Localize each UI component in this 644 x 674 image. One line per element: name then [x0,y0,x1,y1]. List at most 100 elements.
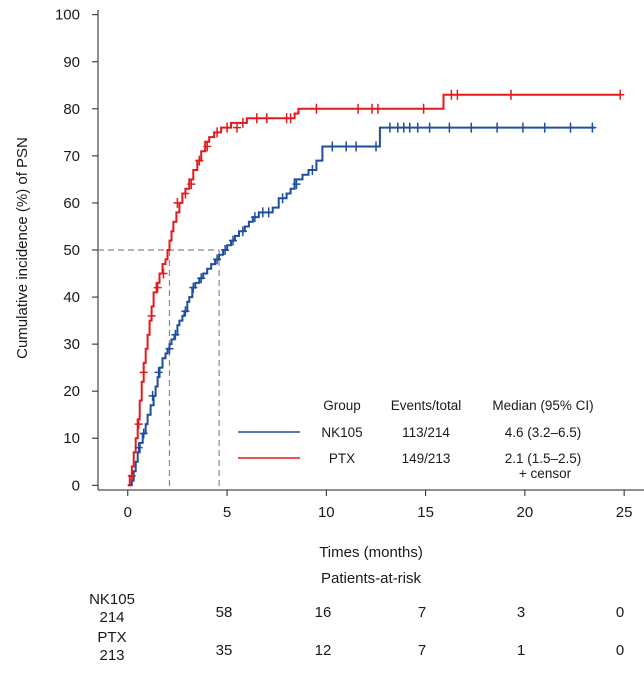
censor-mark-nk105-28 [425,122,434,133]
legend-header-median: Median (95% CI) [492,398,593,413]
y-tick-label-30: 30 [63,336,80,353]
censor-mark-nk105-17 [292,179,301,190]
legend-events-ptx: 149/213 [402,451,451,466]
legend-censor-note: + censor [519,466,572,481]
censor-mark-ptx-3 [147,310,156,321]
y-tick-label-40: 40 [63,289,80,306]
legend-median-ptx: 2.1 (1.5–2.5) [505,451,582,466]
censor-mark-nk105-33 [540,122,549,133]
risk-row-name-ptx: PTX [97,629,126,646]
risk-table: Patients-at-risk NK105 214 58 16 7 3 0 P… [89,570,624,664]
risk-nk105-15: 7 [418,604,426,621]
censor-mark-nk105-10 [221,245,230,255]
x-axis-label: Times (months) [319,544,423,561]
y-tick-label-60: 60 [63,195,80,212]
risk-ptx-20: 1 [517,642,525,659]
censor-mark-nk105-1 [139,428,148,439]
censor-mark-ptx-4 [153,282,162,293]
legend-group-nk105: NK105 [321,425,362,440]
censor-mark-nk105-11 [229,235,237,246]
censor-mark-nk105-27 [413,122,422,133]
censor-mark-ptx-25 [453,89,462,100]
censor-mark-nk105-21 [352,141,361,152]
censor-mark-ptx-15 [252,113,261,124]
risk-ptx-25: 0 [616,642,624,659]
censor-mark-ptx-6 [173,197,182,208]
censor-mark-nk105-31 [493,122,502,133]
y-tick-label-50: 50 [63,242,80,259]
legend: Group Events/total Median (95% CI) NK105… [238,398,594,481]
censor-mark-nk105-15 [264,207,273,218]
censor-mark-nk105-3 [154,367,163,378]
risk-row-baseline-nk105: 214 [99,609,124,626]
censor-mark-nk105-4 [165,343,174,354]
censor-mark-nk105-7 [189,282,198,293]
censor-mark-nk105-13 [250,212,259,223]
censor-mark-ptx-22 [373,103,382,114]
x-tick-label-15: 15 [417,504,434,521]
censor-mark-nk105-9 [213,254,222,265]
censor-mark-nk105-18 [308,165,317,175]
censor-mark-nk105-5 [171,329,180,340]
censor-mark-ptx-14 [238,117,247,128]
censor-mark-nk105-32 [518,122,527,133]
censor-mark-ptx-5 [159,268,168,279]
legend-median-nk105: 4.6 (3.2–6.5) [505,425,582,440]
censor-mark-nk105-6 [181,306,190,317]
y-tick-label-0: 0 [72,477,80,494]
censor-mark-nk105-29 [445,122,454,133]
censor-mark-nk105-8 [197,273,206,284]
axes: 0 10 20 30 40 50 60 70 80 90 100 0 5 10 15 20 25 [55,7,644,521]
y-axis-label: Cumulative incidence (%) of PSN [14,137,31,359]
censor-mark-ptx-7 [181,188,190,199]
censor-mark-nk105-23 [385,122,394,133]
censor-mark-nk105-2 [148,390,157,401]
censor-mark-ptx-27 [616,89,625,100]
censor-mark-ptx-18 [286,113,295,124]
censor-mark-ptx-8 [187,179,196,190]
censor-mark-nk105-16 [278,193,287,204]
censor-mark-ptx-20 [354,103,363,114]
y-tick-label-10: 10 [63,430,80,447]
censor-mark-ptx-11 [213,127,222,138]
median-guides [98,249,220,490]
risk-nk105-20: 3 [517,604,525,621]
censor-mark-nk105-0 [134,442,143,453]
risk-ptx-10: 12 [315,642,332,659]
y-tick-label-100: 100 [55,7,80,24]
risk-nk105-10: 16 [315,604,332,621]
censor-mark-nk105-19 [328,141,337,152]
censor-mark-nk105-30 [467,122,476,133]
y-tick-label-20: 20 [63,383,80,400]
censor-mark-ptx-2 [139,367,148,378]
legend-header-events: Events/total [391,398,462,413]
censor-mark-ptx-19 [312,103,321,114]
censor-mark-ptx-0 [127,470,136,481]
censor-mark-ptx-1 [134,419,143,430]
censor-mark-nk105-20 [342,141,351,152]
risk-nk105-25: 0 [616,604,624,621]
legend-events-nk105: 113/214 [402,425,450,440]
risk-row-name-nk105: NK105 [89,591,135,608]
x-tick-label-25: 25 [616,504,633,521]
censor-mark-ptx-12 [223,122,232,133]
censor-mark-nk105-34 [566,122,575,133]
risk-nk105-5: 58 [216,604,233,621]
censor-mark-ptx-16 [262,113,271,124]
risk-table-title: Patients-at-risk [321,570,422,587]
censor-mark-ptx-10 [203,141,212,152]
x-tick-label-10: 10 [318,504,335,521]
censor-mark-nk105-35 [588,122,597,133]
censor-mark-nk105-26 [405,122,414,133]
censor-mark-nk105-12 [238,226,247,237]
censor-mark-ptx-13 [233,122,241,133]
x-tick-label-0: 0 [124,504,132,521]
y-tick-label-70: 70 [63,148,80,165]
x-tick-label-5: 5 [223,504,231,521]
legend-group-ptx: PTX [329,451,355,466]
censor-mark-ptx-9 [195,155,204,166]
censor-marks [127,89,625,481]
y-tick-label-90: 90 [63,54,80,71]
censor-mark-ptx-23 [419,103,428,114]
x-tick-label-20: 20 [517,504,534,521]
